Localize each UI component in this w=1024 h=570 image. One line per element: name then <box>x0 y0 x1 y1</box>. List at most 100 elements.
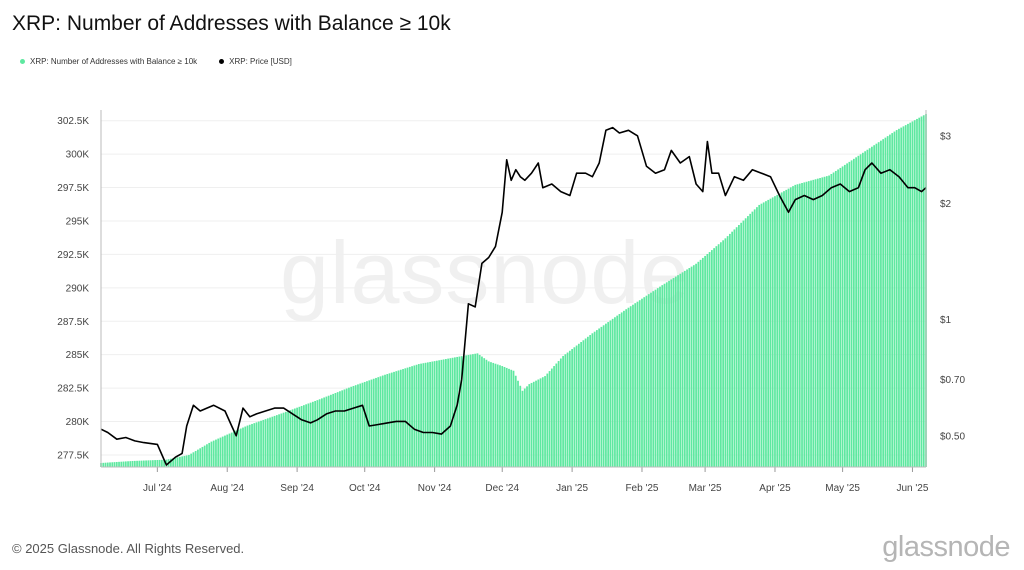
area-bar <box>819 178 821 467</box>
area-bar <box>855 157 858 467</box>
area-bar <box>541 377 544 467</box>
area-bar <box>172 458 175 467</box>
area-bar <box>140 460 143 467</box>
area-bar <box>638 300 641 467</box>
area-bar <box>571 349 573 467</box>
area-bar <box>379 376 382 467</box>
y-left-tick-label: 290K <box>66 283 90 294</box>
y-left-tick-label: 282.5K <box>57 384 89 395</box>
area-bar <box>839 167 842 468</box>
area-bar <box>325 396 328 467</box>
area-bar <box>431 361 434 467</box>
area-bar <box>722 240 725 467</box>
area-bar <box>634 303 637 467</box>
y-right-tick-label: $3 <box>940 131 952 142</box>
legend-item-price[interactable]: XRP: Price [USD] <box>219 57 292 66</box>
area-bar <box>760 203 763 467</box>
area-bar <box>852 158 855 467</box>
area-bar <box>889 134 891 468</box>
area-bar <box>235 430 238 467</box>
area-bar <box>575 345 578 467</box>
legend-item-addresses[interactable]: XRP: Number of Addresses with Balance ≥ … <box>20 57 197 66</box>
copyright-text: © 2025 Glassnode. All Rights Reserved. <box>12 541 245 556</box>
y-right-tick-label: $2 <box>940 199 952 210</box>
area-bar <box>780 192 783 468</box>
area-bar <box>738 224 740 467</box>
area-bar <box>174 457 177 467</box>
area-bar <box>740 222 743 467</box>
area-bar <box>158 459 161 467</box>
area-bar <box>756 207 758 467</box>
x-tick-label: Jun '25 <box>897 483 929 494</box>
area-bar <box>118 461 120 467</box>
area-bar <box>467 354 470 467</box>
area-bar <box>147 460 150 467</box>
area-bar <box>262 419 265 467</box>
area-bar <box>573 347 576 467</box>
area-bar <box>645 295 648 467</box>
area-bar <box>293 408 296 467</box>
area-bar <box>580 342 583 467</box>
area-bar <box>837 169 839 467</box>
area-bar <box>758 204 761 467</box>
area-bar <box>469 354 472 467</box>
area-bar <box>686 269 688 467</box>
area-bar <box>918 117 921 467</box>
area-bar <box>239 428 242 467</box>
area-bar <box>512 370 515 467</box>
area-bar <box>230 432 233 467</box>
area-bar <box>751 211 754 467</box>
area-bar <box>792 186 794 467</box>
area-bar <box>160 459 163 467</box>
area-bar <box>884 137 887 467</box>
area-bar <box>519 385 522 467</box>
area-bar <box>614 317 616 467</box>
price-layer <box>100 126 927 466</box>
area-bar <box>659 286 661 467</box>
area-bar <box>753 209 756 467</box>
area-bar <box>131 460 134 467</box>
area-bar <box>499 365 501 467</box>
area-bar <box>359 383 362 467</box>
x-tick-label: Mar '25 <box>689 483 722 494</box>
area-bar <box>366 381 368 467</box>
area-bar <box>611 318 614 467</box>
area-bar <box>169 458 172 467</box>
area-bar <box>618 314 621 467</box>
area-bar <box>841 166 844 467</box>
area-bar <box>868 148 871 467</box>
area-bar <box>393 371 395 467</box>
area-bar <box>564 354 567 467</box>
area-bar <box>735 227 738 467</box>
area-bar <box>783 191 785 467</box>
area-bar <box>460 356 463 467</box>
area-bar <box>546 373 549 467</box>
area-bar <box>708 252 711 467</box>
area-bar <box>909 122 912 467</box>
area-bar <box>539 378 542 467</box>
area-bar <box>537 379 540 467</box>
area-bar <box>904 125 907 468</box>
area-bar <box>435 360 438 467</box>
area-bar <box>503 366 506 467</box>
area-bar <box>440 359 443 467</box>
area-bar <box>553 366 555 467</box>
area-bar <box>210 441 213 467</box>
area-bar <box>388 373 391 467</box>
area-bar <box>717 244 720 467</box>
area-bar <box>458 356 461 467</box>
area-bar <box>654 289 657 467</box>
area-bar <box>774 196 776 467</box>
area-bar <box>248 424 251 467</box>
area-bar <box>593 331 596 467</box>
area-bar <box>176 457 179 467</box>
area-bar <box>124 461 127 467</box>
area-bar <box>226 434 229 467</box>
area-bar <box>163 459 165 467</box>
area-bar <box>327 395 330 467</box>
area-bar <box>679 273 682 467</box>
area-bar <box>106 462 109 467</box>
area-bar <box>242 427 244 467</box>
area-bar <box>217 438 220 467</box>
area-bar <box>483 358 486 467</box>
